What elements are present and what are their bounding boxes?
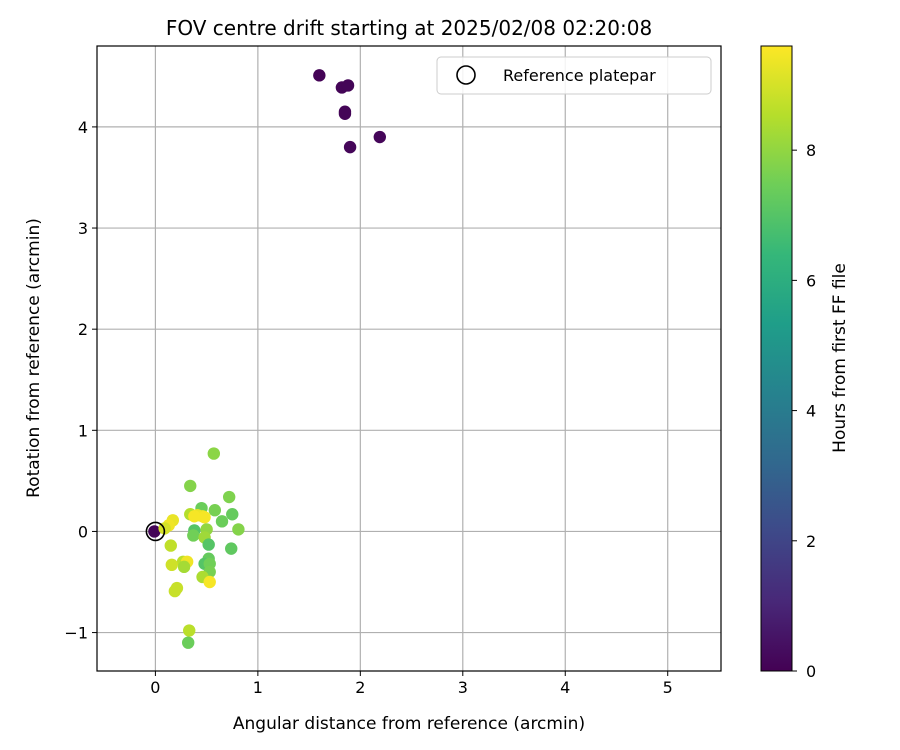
x-axis-ticks: 0 1 2 3 4 5 [150, 671, 673, 697]
colorbar-ticks: 0 2 4 6 8 [792, 141, 816, 681]
y-axis-label: Rotation from reference (arcmin) [24, 218, 44, 498]
data-point [313, 69, 326, 82]
x-tick-label: 2 [355, 678, 365, 697]
y-tick-label: −1 [64, 624, 88, 643]
y-tick-label: 4 [78, 118, 88, 137]
data-point [177, 560, 191, 574]
data-point [165, 558, 178, 572]
data-point [188, 510, 201, 523]
colorbar-tick-label: 4 [806, 402, 816, 421]
data-point [226, 508, 239, 521]
legend-box [436, 56, 712, 95]
data-point [203, 575, 216, 589]
x-tick-label: 3 [458, 678, 468, 697]
x-tick-label: 4 [560, 678, 570, 697]
legend: Reference platepar [436, 56, 712, 95]
data-point [341, 79, 355, 92]
data-point [181, 636, 195, 649]
data-points [145, 69, 386, 649]
data-point [184, 479, 197, 493]
data-point [225, 542, 238, 555]
data-point [202, 538, 215, 551]
legend-marker [456, 65, 476, 85]
plot-frame [96, 45, 722, 672]
colorbar-tick-label: 8 [806, 141, 816, 160]
data-point [148, 525, 161, 538]
colorbar-tick-label: 6 [806, 271, 816, 290]
data-point [208, 503, 222, 517]
data-point [222, 490, 236, 504]
y-tick-label: 0 [78, 522, 88, 541]
y-tick-label: 2 [78, 320, 88, 339]
data-point [215, 515, 229, 528]
legend-label: Reference platepar [503, 66, 656, 85]
data-point [343, 140, 357, 154]
chart-title: FOV centre drift starting at 2025/02/08 … [166, 16, 652, 40]
x-tick-label: 5 [663, 678, 673, 697]
data-point [164, 539, 177, 552]
x-tick-label: 0 [150, 678, 160, 697]
data-point [183, 624, 196, 637]
data-point [338, 107, 352, 120]
data-point [198, 511, 211, 524]
data-point [168, 584, 182, 598]
reference-platepar-marker [145, 521, 166, 542]
grid-lines [97, 46, 721, 671]
colorbar-tick-label: 2 [806, 532, 816, 551]
data-point [207, 447, 221, 460]
colorbar-tick-label: 0 [806, 662, 816, 681]
colorbar-label: Hours from first FF file [830, 263, 850, 453]
colorbar [760, 45, 793, 672]
y-tick-label: 1 [78, 421, 88, 440]
data-point [187, 529, 200, 542]
x-axis-label: Angular distance from reference (arcmin) [233, 714, 585, 734]
x-tick-label: 1 [253, 678, 263, 697]
data-point [232, 523, 245, 536]
data-point [373, 130, 386, 144]
y-axis-ticks: −1 0 1 2 3 4 [64, 118, 97, 643]
y-tick-label: 3 [78, 219, 88, 238]
